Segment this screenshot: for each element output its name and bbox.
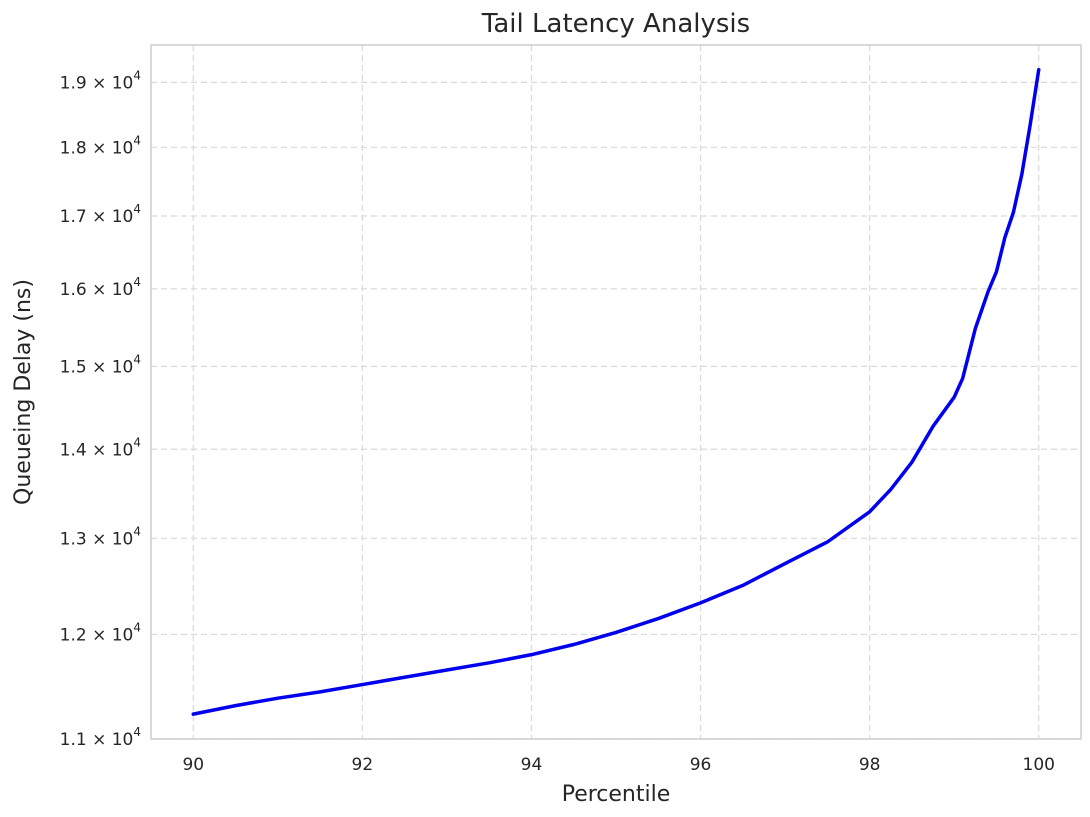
x-tick-label: 92: [352, 755, 374, 775]
y-tick-label: 1.6 × 104: [60, 275, 141, 300]
y-tick-label: 1.2 × 104: [60, 620, 141, 645]
x-tick-label: 96: [690, 755, 712, 775]
y-tick-label: 1.4 × 104: [60, 435, 141, 460]
x-tick-label: 90: [182, 755, 204, 775]
y-axis-label: Queueing Delay (ns): [11, 279, 36, 505]
plot-frame: [150, 44, 1082, 740]
y-tick-label: 1.5 × 104: [60, 352, 141, 377]
tick-labels: 90 92 94 96 98 100 1.1 × 104 1.2 × 104 1.3 × 104…: [60, 68, 1055, 775]
y-tick-label: 1.3 × 104: [60, 524, 141, 549]
chart-title: Tail Latency Analysis: [481, 9, 750, 39]
y-tick-label: 1.9 × 104: [60, 68, 141, 93]
series-line: [191, 68, 1041, 716]
x-tick-label: 94: [521, 755, 543, 775]
y-tick-label: 1.8 × 104: [60, 133, 141, 158]
series-layer: [191, 68, 1041, 716]
y-tick-label: 1.7 × 104: [60, 202, 141, 227]
x-tick-label: 100: [1023, 755, 1055, 775]
y-tick-label: 1.1 × 104: [60, 725, 141, 750]
x-tick-label: 98: [859, 755, 881, 775]
x-axis-label: Percentile: [562, 782, 671, 807]
